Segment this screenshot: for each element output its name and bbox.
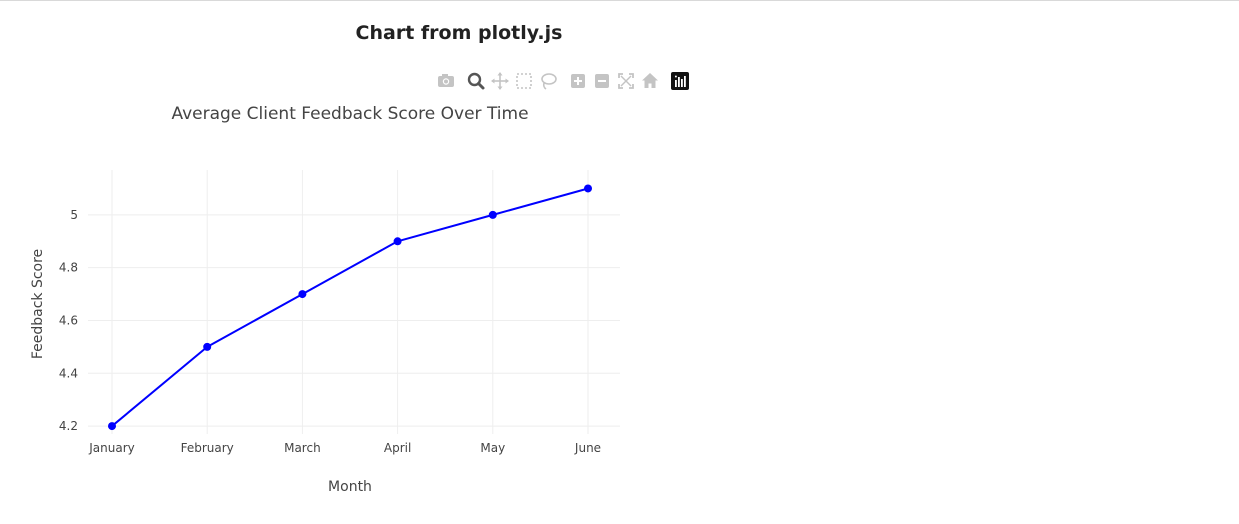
x-tick-label: February [181, 441, 234, 455]
zoom-in-button[interactable] [566, 70, 590, 92]
y-axis-title: Feedback Score [30, 249, 46, 359]
zoom-out-button[interactable] [590, 70, 614, 92]
modebar [434, 70, 692, 92]
page-heading: Chart from plotly.js [355, 22, 563, 44]
data-point [488, 210, 497, 219]
autoscale-icon [618, 73, 634, 89]
reset-axes-button[interactable] [638, 70, 662, 92]
lasso-select-icon [541, 73, 557, 90]
x-tick-label: May [480, 441, 505, 455]
series-line [111, 187, 589, 427]
x-axis-title: Month [328, 479, 372, 495]
data-point [393, 237, 402, 246]
pan-button[interactable] [488, 70, 512, 92]
y-tick-label: 5 [70, 208, 78, 222]
plotly-logo-button[interactable] [668, 70, 692, 92]
lasso-select-button[interactable] [536, 70, 560, 92]
camera-icon [438, 74, 454, 87]
autoscale-button[interactable] [614, 70, 638, 92]
data-point [298, 290, 307, 299]
zoom-icon [467, 72, 485, 90]
box-select-button[interactable] [512, 70, 536, 92]
zoom-out-icon [595, 74, 609, 88]
data-point [584, 184, 592, 193]
chart-markers [108, 184, 592, 431]
chart-gridlines [88, 170, 620, 434]
y-tick-label: 4.8 [59, 261, 78, 275]
chart-y-tick-labels: 4.2 4.4 4.6 4.8 5 [59, 208, 78, 433]
chart-title: Average Client Feedback Score Over Time [171, 104, 528, 124]
y-tick-label: 4.4 [59, 366, 78, 380]
top-divider [0, 0, 1239, 1]
chart-series-line [111, 187, 589, 427]
reset-axes-icon [642, 73, 658, 88]
plotly-logo-icon [671, 72, 689, 90]
x-tick-label: January [88, 441, 135, 455]
pan-icon [491, 72, 509, 90]
zoom-in-icon [571, 74, 585, 88]
x-tick-label: June [574, 441, 601, 455]
data-point [203, 342, 212, 351]
data-point [108, 422, 116, 431]
x-tick-label: March [284, 441, 321, 455]
x-tick-label: April [384, 441, 411, 455]
chart-x-tick-labels: January February March April May June [88, 441, 601, 455]
y-tick-label: 4.6 [59, 313, 78, 327]
box-select-icon [516, 73, 532, 89]
camera-button[interactable] [434, 70, 458, 92]
zoom-button[interactable] [464, 70, 488, 92]
y-tick-label: 4.2 [59, 419, 78, 433]
